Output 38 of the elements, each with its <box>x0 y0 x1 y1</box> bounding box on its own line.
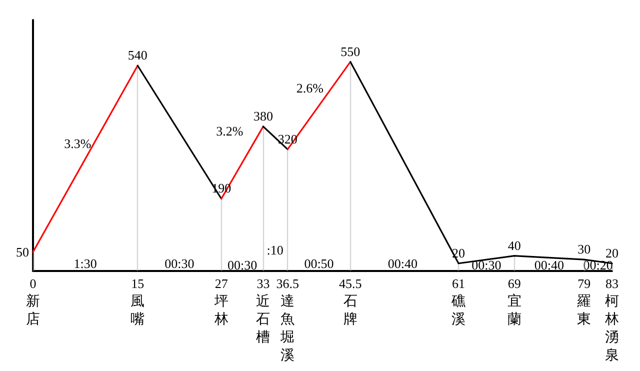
text: 坪林 <box>213 294 228 328</box>
annotation: 2.6% <box>296 80 324 96</box>
annotation: 00:40 <box>534 258 564 273</box>
data-label: 550 <box>340 44 360 59</box>
text: 風嘴 <box>130 294 145 328</box>
annotation: 00:30 <box>164 256 194 271</box>
data-label: 380 <box>253 108 273 124</box>
data-label: 540 <box>128 48 148 63</box>
annotation: 00:30 <box>472 258 502 273</box>
annotation: 00:40 <box>388 256 418 271</box>
text: 達魚堀溪 <box>280 294 295 364</box>
x-tick-label: 83 <box>606 276 618 291</box>
x-tick-label: 27 <box>214 276 228 291</box>
text: 新店 <box>26 294 40 328</box>
text: 羅東 <box>577 294 592 328</box>
text: 石牌 <box>343 294 358 328</box>
x-tick-label: 69 <box>508 276 521 291</box>
annotation: 00:50 <box>304 256 334 271</box>
annotation: 00:30 <box>227 258 258 273</box>
annotation: :10 <box>266 242 284 258</box>
text: 近石槽 <box>256 294 270 346</box>
x-tick-label: 79 <box>578 276 591 291</box>
text: 柯林湧泉 <box>604 294 619 364</box>
data-label: 40 <box>508 238 521 253</box>
data-label: 50 <box>16 244 29 260</box>
data-label: 30 <box>578 242 591 257</box>
text: 礁溪 <box>450 294 466 328</box>
annotation: 1:30 <box>74 256 97 271</box>
annotation: 3.2% <box>216 124 244 139</box>
x-tick-label: 45.5 <box>339 276 362 291</box>
data-label: 20 <box>606 245 618 260</box>
x-tick-label: 61 <box>452 276 466 291</box>
x-tick-label: 33 <box>256 276 270 291</box>
x-tick-label: 36.5 <box>276 276 299 291</box>
x-tick-label: 15 <box>131 276 144 291</box>
text: 宜蘭 <box>507 294 522 328</box>
x-tick-label: 0 <box>30 276 36 291</box>
annotation: 3.3% <box>64 136 92 152</box>
